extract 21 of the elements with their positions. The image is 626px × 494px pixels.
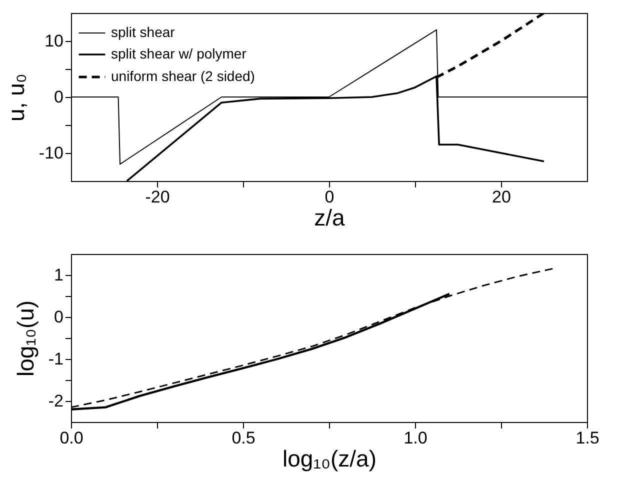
y-tick-label: 1 <box>54 266 64 284</box>
x-tick-label: 0 <box>324 188 334 206</box>
legend-label: split shear w/ polymer <box>111 46 247 62</box>
y-tick-label: 0 <box>54 308 64 326</box>
legend-label: uniform shear (2 sided) <box>111 68 255 84</box>
x-tick-label: 1.5 <box>576 428 600 448</box>
x-axis-title: log₁₀(z/a) <box>282 446 376 472</box>
y-axis-title: u, u₀ <box>2 74 29 122</box>
y-tick-label: 10 <box>44 32 64 50</box>
x-tick-label: -20 <box>145 188 170 206</box>
x-tick-label: 0.0 <box>60 428 84 448</box>
y-tick-label: -2 <box>48 392 64 410</box>
y-tick-label: -1 <box>48 350 64 368</box>
x-tick-label: 1.0 <box>404 428 428 448</box>
y-tick-label: 0 <box>54 88 64 106</box>
y-axis-title: log₁₀(u) <box>12 300 38 377</box>
x-tick-label: 0.5 <box>232 428 256 448</box>
y-tick-label: -10 <box>38 144 64 162</box>
x-axis-title: z/a <box>314 204 346 230</box>
legend-label: split shear <box>111 24 176 40</box>
x-tick-label: 20 <box>492 188 511 206</box>
